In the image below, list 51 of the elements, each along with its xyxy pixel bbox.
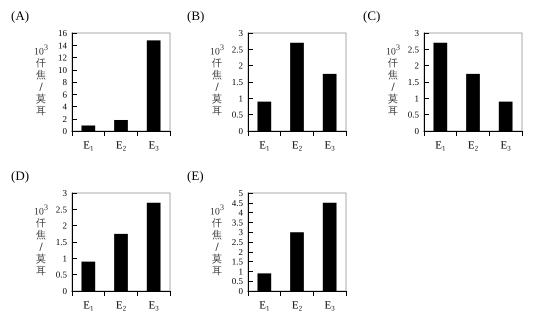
y-tick-label: 0.5 <box>232 276 244 286</box>
y-tick-label: 2 <box>238 60 243 71</box>
y-tick-label: 0 <box>414 126 420 136</box>
chart-title: (D) <box>11 168 30 183</box>
y-tick-label: 1 <box>414 93 419 104</box>
chart-title: (C) <box>363 8 380 23</box>
y-tick-label: 1 <box>62 253 67 264</box>
y-tick-label: 2 <box>238 246 243 257</box>
y-tick-label: 3 <box>414 28 420 38</box>
y-tick-label: 0.5 <box>232 110 244 120</box>
y-tick-label: 8 <box>62 77 68 87</box>
y-axis-title: 10$^{3}$ 仟焦/莫耳 <box>208 202 226 278</box>
y-axis-title: 10$^{3}$ 仟焦/莫耳 <box>32 202 50 278</box>
y-tick-label: 12 <box>58 52 67 62</box>
y-tick-label: 2.5 <box>408 44 420 54</box>
y-tick-label: 0 <box>238 126 244 136</box>
y-tick-label: 0 <box>238 286 244 296</box>
y-tick-label: 2.5 <box>56 204 68 214</box>
y-tick-label: 4 <box>62 102 68 112</box>
y-tick-label: 3.5 <box>232 217 244 228</box>
y-tick-label: 0 <box>62 126 68 136</box>
y-tick-label: 1.5 <box>232 256 244 267</box>
y-tick-label: 2 <box>62 220 67 231</box>
y-tick-label: 0.5 <box>408 110 420 120</box>
y-tick-label: 3 <box>238 227 244 238</box>
y-tick-label: 3 <box>238 28 244 38</box>
y-axis-title: 10$^{3}$ 仟焦/莫耳 <box>384 42 402 118</box>
y-axis-title: 10$^{3}$ 仟焦/莫耳 <box>32 42 50 118</box>
y-tick-label: 1.5 <box>408 77 420 87</box>
y-tick-label: 5 <box>238 188 244 198</box>
y-tick-label: 4 <box>238 208 244 218</box>
y-tick-label: 1.5 <box>56 237 68 247</box>
y-tick-label: 2.5 <box>232 237 244 247</box>
y-tick-label: 2.5 <box>232 44 244 54</box>
y-tick-label: 1 <box>238 266 243 276</box>
y-tick-label: 16 <box>58 28 68 38</box>
y-tick-label: 0 <box>62 286 68 296</box>
chart-title: (E) <box>187 168 204 183</box>
y-tick-label: 1.5 <box>232 77 244 87</box>
y-tick-label: 3 <box>62 188 68 198</box>
y-tick-label: 14 <box>58 40 68 50</box>
y-tick-label: 2 <box>62 114 67 124</box>
y-tick-label: 10 <box>58 64 68 75</box>
y-tick-label: 1 <box>238 93 243 104</box>
y-axis-title: 10$^{3}$ 仟焦/莫耳 <box>208 42 226 118</box>
y-tick-label: 6 <box>62 89 68 100</box>
chart-title: (A) <box>11 8 30 23</box>
y-tick-label: 2 <box>414 60 419 71</box>
chart-title: (B) <box>187 8 204 23</box>
y-tick-label: 0.5 <box>56 270 68 280</box>
y-tick-label: 4.5 <box>232 198 244 208</box>
